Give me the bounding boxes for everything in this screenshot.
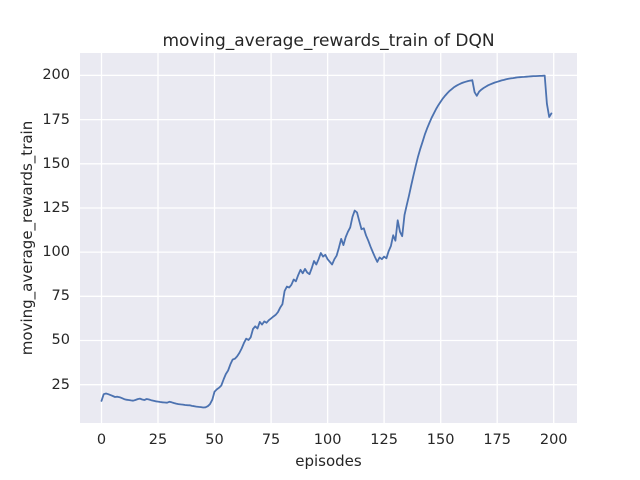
y-tick-label: 200 (42, 67, 70, 84)
x-tick-label: 200 (539, 432, 568, 448)
chart-title: moving_average_rewards_train of DQN (162, 31, 495, 51)
y-tick-label: 175 (42, 111, 70, 128)
y-tick-label: 150 (42, 155, 70, 172)
x-tick-label: 175 (483, 432, 512, 448)
x-tick-label: 75 (261, 432, 281, 448)
line-series (100, 74, 553, 409)
x-tick-label: 150 (426, 432, 455, 448)
y-tick-label: 125 (42, 199, 70, 216)
y-tick-label: 25 (51, 376, 70, 393)
x-tick-label: 0 (96, 432, 107, 448)
x-axis-label: episodes (295, 452, 362, 470)
x-tick-label: 100 (313, 432, 342, 448)
y-tick-label: 75 (51, 288, 70, 305)
y-tick-label: 50 (51, 332, 70, 349)
x-tick-label: 25 (148, 432, 168, 448)
y-tick-label: 100 (42, 243, 70, 260)
x-tick-label: 50 (205, 432, 224, 448)
x-tick-label: 125 (370, 432, 398, 448)
axes-background (80, 53, 577, 423)
